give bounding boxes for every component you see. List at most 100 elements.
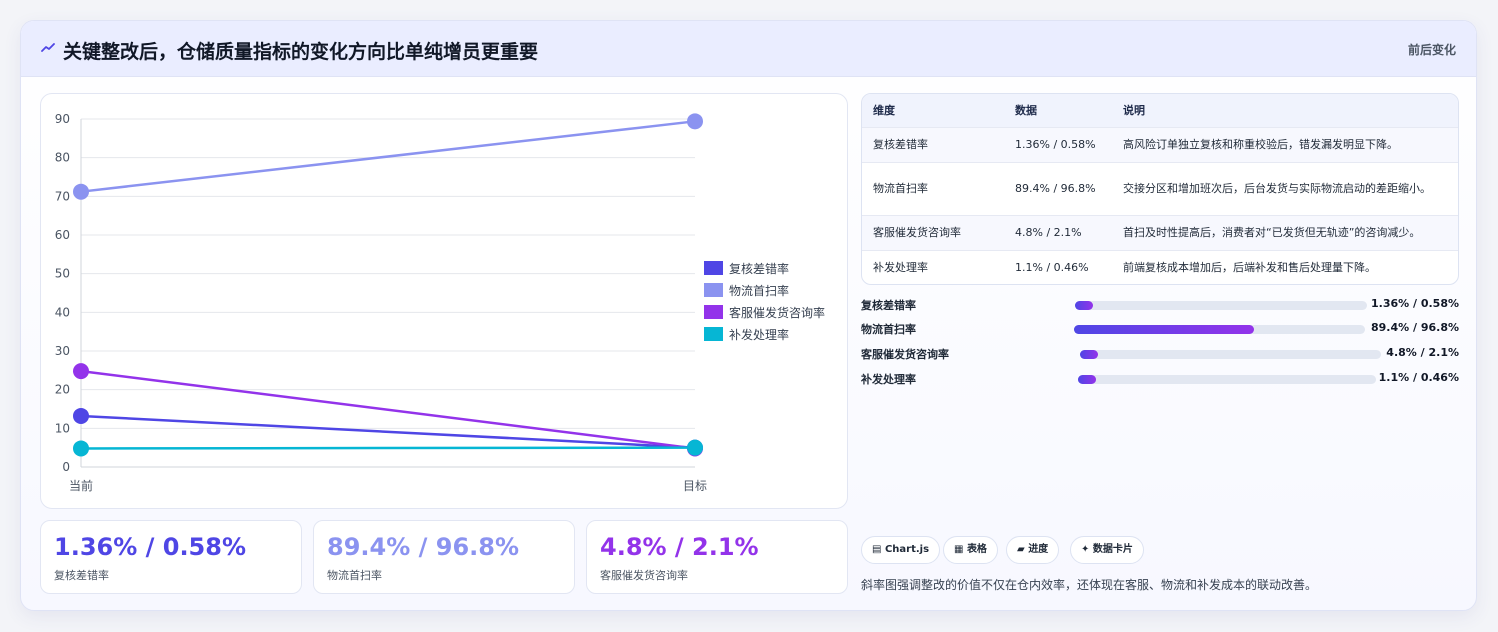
page-title: 关键整改后，仓储质量指标的变化方向比单纯增员更重要 (63, 41, 539, 63)
data-point (73, 363, 89, 380)
table-cell: 交接分区和增加班次后，后台发货与实际物流启动的差距缩小。 (1112, 161, 1458, 215)
x-tick-label: 当前 (69, 478, 93, 493)
table-row: 物流首扫率 89.4% / 96.8% 交接分区和增加班次后，后台发货与实际物流… (862, 161, 1458, 215)
legend-label: 复核差错率 (729, 261, 789, 276)
series-line (80, 414, 696, 449)
table-cell: 1.36% / 0.58% (1004, 126, 1112, 162)
legend-label: 客服催发货咨询率 (729, 305, 825, 320)
progress-value: 4.8% / 2.1% (1386, 346, 1459, 359)
data-point (73, 183, 89, 200)
table-cell: 4.8% / 2.1% (1004, 214, 1112, 250)
progress-fill (1074, 325, 1255, 334)
progress-value: 89.4% / 96.8% (1371, 321, 1459, 334)
chip-progress[interactable]: ▰ 进度 (1006, 536, 1060, 564)
table-cell: 前端复核成本增加后，后端补发和售后处理量下降。 (1112, 249, 1458, 284)
chip-label: 数据卡片 (1092, 544, 1133, 555)
line-chart: 0 10 20 30 40 50 60 70 80 90 当前 目标 复核差错率物流首扫率客服催发货咨询… (40, 93, 848, 509)
chip-data-card[interactable]: ✦ 数据卡片 (1070, 536, 1144, 564)
legend-swatch (704, 305, 723, 319)
progress-row: 复核差错率 1.36% / 0.58% (861, 297, 1459, 313)
sparkle-icon: ✦ (1081, 544, 1090, 555)
chart-svg: 0 10 20 30 40 50 60 70 80 90 当前 目标 复核差错率物流首扫率客服催发货咨询… (55, 112, 825, 493)
chip-table[interactable]: ▦ 表格 (943, 536, 998, 564)
data-point (687, 439, 703, 456)
table-row: 客服催发货咨询率 4.8% / 2.1% 首扫及时性提高后，消费者对“已发货但无… (862, 214, 1458, 250)
main-card: 关键整改后，仓储质量指标的变化方向比单纯增员更重要 前后变化 0 10 20 30 40… (20, 20, 1477, 611)
data-point (73, 440, 89, 457)
stat-card: 89.4% / 96.8% 物流首扫率 (313, 520, 575, 594)
stat-label: 复核差错率 (54, 569, 109, 582)
progress-track (1080, 350, 1381, 359)
y-tick-label: 70 (55, 189, 70, 203)
progress-icon: ▰ (1017, 544, 1025, 555)
y-tick-label: 10 (55, 421, 70, 435)
data-point (73, 407, 89, 424)
progress-track (1075, 301, 1367, 310)
progress-track (1074, 325, 1365, 334)
y-tick-label: 60 (55, 228, 70, 242)
chip-label: 进度 (1028, 544, 1049, 555)
table-cell: 补发处理率 (862, 249, 1004, 284)
x-tick-label: 目标 (683, 479, 707, 493)
progress-row: 补发处理率 1.1% / 0.46% (861, 371, 1459, 387)
table-cell: 高风险订单独立复核和称重校验后，错发漏发明显下降。 (1112, 126, 1458, 162)
progress-label: 客服催发货咨询率 (861, 348, 949, 361)
series-line (80, 446, 696, 450)
progress-fill (1075, 301, 1093, 310)
series-line (80, 120, 696, 193)
table-icon: ▦ (954, 544, 964, 555)
legend-label: 物流首扫率 (729, 283, 789, 298)
legend-swatch (704, 261, 723, 275)
y-tick-label: 80 (55, 151, 70, 165)
y-tick-label: 20 (55, 383, 70, 397)
progress-fill (1078, 375, 1096, 384)
y-tick-label: 40 (55, 305, 70, 319)
table-header-cell: 数据 (1015, 104, 1037, 118)
table-header-cell: 维度 (873, 104, 895, 118)
chip-label: 表格 (966, 544, 987, 555)
data-point (687, 113, 703, 130)
legend-swatch (704, 283, 723, 297)
progress-value: 1.36% / 0.58% (1371, 297, 1459, 310)
legend-label: 补发处理率 (729, 327, 789, 342)
stat-value: 4.8% / 2.1% (600, 533, 759, 561)
card-header: 关键整改后，仓储质量指标的变化方向比单纯增员更重要 前后变化 (21, 21, 1476, 77)
stat-value: 89.4% / 96.8% (327, 533, 519, 561)
chip-chartjs[interactable]: ▤ Chart.js (861, 536, 941, 564)
y-tick-label: 0 (62, 460, 70, 474)
table-cell: 首扫及时性提高后，消费者对“已发货但无轨迹”的咨询减少。 (1112, 214, 1458, 250)
stat-label: 物流首扫率 (327, 569, 382, 582)
stat-card: 1.36% / 0.58% 复核差错率 (40, 520, 302, 594)
stat-label: 客服催发货咨询率 (600, 569, 688, 582)
table-row: 补发处理率 1.1% / 0.46% 前端复核成本增加后，后端补发和售后处理量下… (862, 249, 1458, 284)
progress-fill (1080, 350, 1099, 359)
progress-row: 客服催发货咨询率 4.8% / 2.1% (861, 346, 1459, 362)
chart-icon: ▤ (872, 544, 882, 555)
table-cell: 1.1% / 0.46% (1004, 249, 1112, 284)
legend-swatch (704, 327, 723, 341)
header-tag: 前后变化 (1407, 43, 1456, 57)
stat-value: 1.36% / 0.58% (54, 533, 246, 561)
progress-track (1078, 375, 1376, 384)
table-cell: 客服催发货咨询率 (862, 214, 1004, 250)
table-cell: 复核差错率 (862, 126, 1004, 162)
progress-row: 物流首扫率 89.4% / 96.8% (861, 321, 1459, 337)
table-cell: 物流首扫率 (862, 161, 1004, 215)
progress-value: 1.1% / 0.46% (1378, 371, 1459, 384)
stat-card: 4.8% / 2.1% 客服催发货咨询率 (586, 520, 848, 594)
footnote: 斜率图强调整改的价值不仅在仓内效率，还体现在客服、物流和补发成本的联动改善。 (861, 578, 1318, 592)
table-row: 复核差错率 1.36% / 0.58% 高风险订单独立复核和称重校验后，错发漏发… (862, 126, 1458, 162)
progress-label: 复核差错率 (861, 299, 916, 312)
y-tick-label: 50 (55, 267, 70, 281)
chip-label: Chart.js (884, 544, 930, 555)
progress-label: 物流首扫率 (861, 323, 916, 336)
y-tick-label: 30 (55, 344, 70, 358)
progress-label: 补发处理率 (861, 373, 916, 386)
table-cell: 89.4% / 96.8% (1004, 161, 1112, 215)
data-table: 维度 数据 说明 复核差错率 1.36% / 0.58% 高风险订单独立复核和称… (861, 93, 1459, 285)
table-header-cell: 说明 (1123, 104, 1145, 118)
y-tick-label: 90 (55, 112, 70, 126)
table-header-row: 维度 数据 说明 (862, 94, 1458, 127)
line-chart-icon (41, 43, 55, 52)
series-line (80, 369, 696, 450)
